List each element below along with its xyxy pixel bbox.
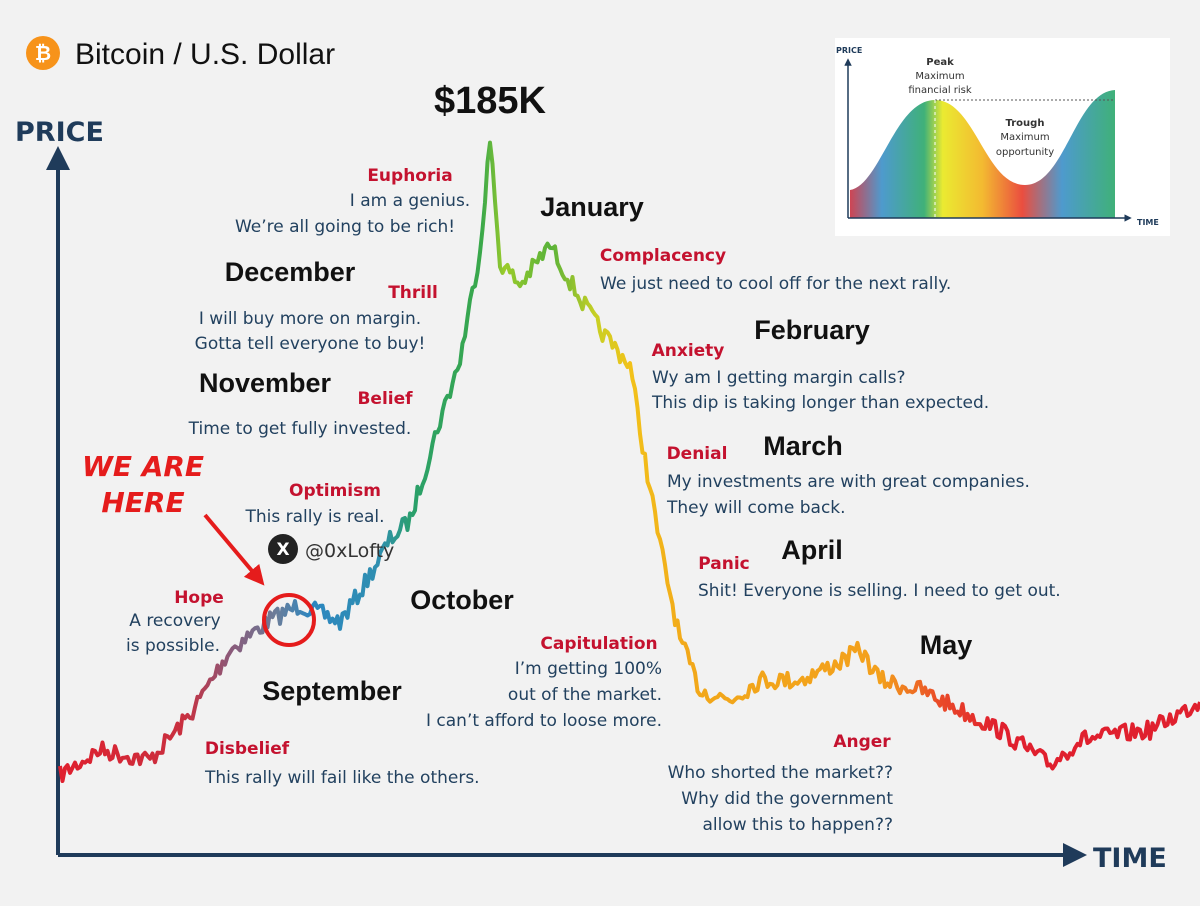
inset-trough-title: Trough bbox=[1006, 118, 1045, 129]
stage-text: I am a genius. bbox=[350, 191, 470, 211]
month: January bbox=[540, 192, 644, 222]
month: October bbox=[410, 585, 514, 615]
stage-text: I can’t afford to loose more. bbox=[426, 711, 662, 731]
inset-y-label: PRICE bbox=[836, 46, 862, 55]
stage-name: Capitulation bbox=[540, 634, 657, 654]
inset-x-label: TIME bbox=[1137, 218, 1159, 227]
stage-text: I’m getting 100% bbox=[515, 659, 662, 679]
stage-name: Complacency bbox=[600, 246, 726, 266]
stage-text: Gotta tell everyone to buy! bbox=[195, 334, 426, 354]
month: March bbox=[763, 431, 843, 461]
title: Bitcoin / U.S. Dollar bbox=[75, 38, 335, 71]
stage-name: Disbelief bbox=[205, 739, 290, 759]
stage-text: This rally is real. bbox=[244, 507, 384, 527]
stage-text: This dip is taking longer than expected. bbox=[651, 393, 989, 413]
month: December bbox=[225, 257, 356, 287]
callout: WE ARE bbox=[82, 450, 204, 483]
price-line bbox=[58, 140, 1200, 783]
stage-text: They will come back. bbox=[666, 498, 846, 518]
x-axis-label: TIME bbox=[1093, 843, 1167, 874]
x-icon: X bbox=[276, 540, 289, 560]
callout-arrow bbox=[203, 513, 265, 586]
stage-text: My investments are with great companies. bbox=[667, 472, 1030, 492]
stage-name: Hope bbox=[174, 588, 224, 608]
btc-icon-bg bbox=[26, 36, 60, 70]
stage-text: is possible. bbox=[126, 636, 220, 656]
month: April bbox=[781, 535, 843, 565]
callout-circle bbox=[262, 593, 316, 647]
inset-trough-text: Maximum bbox=[1000, 132, 1049, 143]
stage-name: Thrill bbox=[388, 283, 438, 303]
stage-name: Euphoria bbox=[367, 166, 452, 186]
inset-peak-text: financial risk bbox=[908, 85, 972, 96]
inset-peak-title: Peak bbox=[926, 57, 954, 68]
stage-text: We just need to cool off for the next ra… bbox=[600, 274, 951, 294]
stage-text: I will buy more on margin. bbox=[199, 309, 421, 329]
inset-peak-text: Maximum bbox=[915, 71, 964, 82]
btc-icon: ₿ bbox=[35, 41, 51, 65]
callout: HERE bbox=[101, 486, 184, 519]
stage-text: Who shorted the market?? bbox=[668, 763, 893, 783]
watermark: @0xLofty bbox=[305, 540, 394, 562]
inset-curve bbox=[850, 90, 1115, 218]
y-axis-label: PRICE bbox=[15, 117, 104, 148]
stage-text: Shit! Everyone is selling. I need to get… bbox=[698, 581, 1061, 601]
month: February bbox=[754, 315, 870, 345]
stage-text: A recovery bbox=[129, 611, 220, 631]
price-curve bbox=[58, 140, 1200, 783]
stage-text: We’re all going to be rich! bbox=[235, 217, 455, 237]
inset-trough-text: opportunity bbox=[996, 147, 1054, 158]
stage-name: Panic bbox=[698, 554, 749, 574]
month: September bbox=[262, 676, 402, 706]
month: November bbox=[199, 368, 332, 398]
stage-text: This rally will fail like the others. bbox=[204, 768, 480, 788]
stage-name: Anger bbox=[833, 732, 891, 752]
stage-text: allow this to happen?? bbox=[702, 815, 893, 835]
stage-name: Optimism bbox=[289, 481, 381, 501]
x-icon-bg bbox=[268, 534, 298, 564]
stage-text: Why did the government bbox=[681, 789, 893, 809]
stage-name: Belief bbox=[357, 389, 413, 409]
stage-text: out of the market. bbox=[508, 685, 662, 705]
stage-text: Wy am I getting margin calls? bbox=[652, 368, 906, 388]
peak-label: $185K bbox=[434, 80, 547, 122]
month: May bbox=[920, 630, 973, 660]
stage-name: Denial bbox=[667, 444, 728, 464]
stage-text: Time to get fully invested. bbox=[188, 419, 412, 439]
stage-name: Anxiety bbox=[652, 341, 725, 361]
